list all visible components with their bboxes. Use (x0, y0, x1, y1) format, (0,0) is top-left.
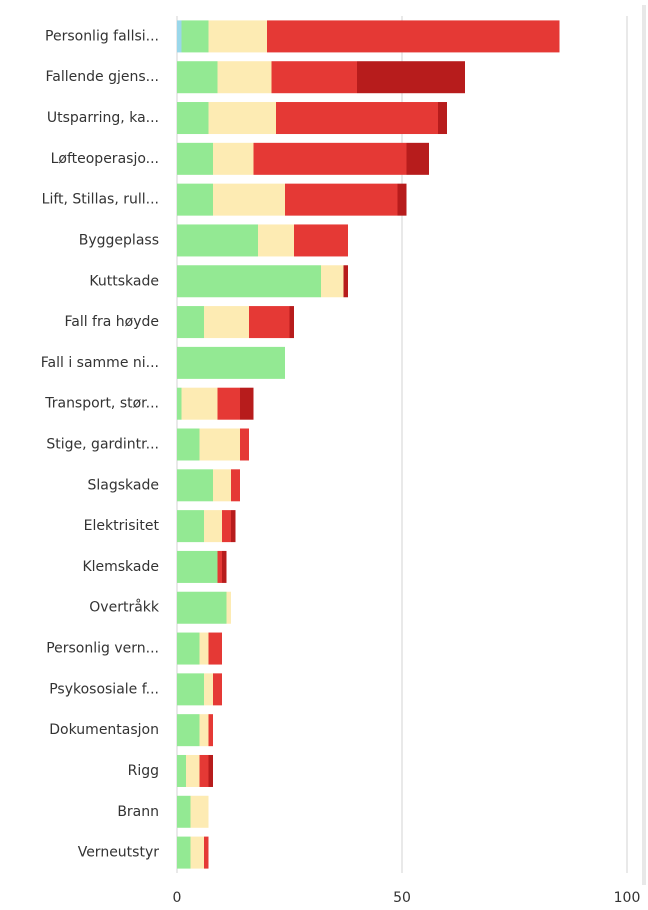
bar-segment (222, 550, 227, 583)
y-tick-label: Utsparring, ka... (47, 110, 159, 126)
bar-segment (177, 265, 321, 298)
bar-segment (213, 673, 222, 706)
bar-segment (190, 795, 209, 828)
bar-segment (343, 265, 348, 298)
bar-segment (285, 183, 398, 216)
bar-segment (190, 836, 204, 869)
bar-segment (438, 102, 447, 135)
bar-segment (208, 714, 213, 747)
bar-segment (208, 632, 222, 665)
bar-segment (199, 754, 209, 787)
bar-segment (177, 754, 186, 787)
bar-segment (258, 224, 294, 257)
bar-segment (204, 836, 209, 869)
y-tick-label: Personlig fallsi... (45, 28, 159, 44)
y-tick-label: Transport, stør... (44, 396, 159, 412)
bar-segment (208, 20, 267, 53)
bar-segment (213, 183, 285, 216)
y-tick-label: Lift, Stillas, rull... (42, 192, 159, 208)
bar-segment (213, 142, 254, 175)
bar-segment (231, 510, 236, 543)
y-tick-label: Klemskade (82, 559, 159, 575)
x-tick-label: 50 (393, 890, 411, 906)
y-tick-label: Stige, gardintr... (46, 437, 159, 453)
y-tick-label: Overtråkk (89, 599, 160, 616)
bar-segment (177, 714, 200, 747)
y-tick-label: Løfteoperasjo... (51, 151, 159, 167)
y-tick-label: Brann (117, 804, 159, 820)
bar-segment (177, 795, 191, 828)
bar-segment (177, 836, 191, 869)
y-tick-label: Fallende gjens... (46, 69, 159, 85)
bar-segment (199, 632, 209, 665)
bar-segment (177, 346, 285, 379)
bar-segment (177, 469, 213, 502)
bar-segment (240, 428, 249, 461)
bar-segment (240, 387, 254, 420)
bar-segment (208, 102, 276, 135)
bar-segment (177, 591, 227, 624)
bar-segment (199, 428, 240, 461)
bar-segment (204, 306, 249, 339)
bar-segment (217, 61, 272, 94)
bar-segment (177, 428, 200, 461)
bar-segment (397, 183, 407, 216)
bar-segment (267, 20, 560, 53)
y-tick-label: Verneutstyr (78, 845, 160, 861)
y-tick-label: Psykososiale f... (49, 681, 159, 697)
bar-segment (208, 754, 213, 787)
bar-segment (199, 714, 209, 747)
bar-segment (321, 265, 344, 298)
bar-segment (177, 510, 204, 543)
bar-segment (177, 102, 209, 135)
bar-segment (177, 550, 218, 583)
bar-segment (406, 142, 429, 175)
bar-segment (276, 102, 438, 135)
bar-segment (213, 469, 231, 502)
y-tick-label: Dokumentasjon (49, 722, 159, 738)
bar-segment (253, 142, 407, 175)
bar-segment (181, 387, 218, 420)
bar-segment (226, 591, 231, 624)
y-tick-label: Slagskade (88, 477, 159, 493)
y-tick-label: Fall i samme ni... (41, 355, 159, 371)
bar-segment (294, 224, 348, 257)
x-tick-label: 0 (173, 890, 182, 906)
y-tick-label: Kuttskade (89, 273, 159, 289)
y-tick-label: Byggeplass (79, 232, 159, 248)
bar-segment (177, 224, 258, 257)
bar-segment (357, 61, 465, 94)
scrollbar[interactable] (642, 5, 646, 885)
bar-segment (231, 469, 240, 502)
bar-segment (271, 61, 357, 94)
bar-segment (249, 306, 290, 339)
bar-segment (177, 673, 204, 706)
bar-segment (217, 387, 240, 420)
bar-segment (177, 387, 182, 420)
y-tick-label: Personlig vern... (46, 641, 159, 657)
y-tick-label: Elektrisitet (84, 518, 160, 534)
bar-segment (177, 183, 213, 216)
bar-segment (217, 550, 222, 583)
bar-segment (177, 632, 200, 665)
bar-segment (177, 61, 218, 94)
bar-segment (186, 754, 200, 787)
y-tick-label: Rigg (128, 763, 159, 779)
bar-segment (177, 306, 204, 339)
x-tick-label: 100 (614, 890, 641, 906)
y-tick-label: Fall fra høyde (64, 314, 159, 330)
bar-segment (177, 20, 182, 53)
bar-segment (289, 306, 294, 339)
bar-segment (222, 510, 231, 543)
bar-segment (204, 673, 213, 706)
bar-segment (177, 142, 213, 175)
bar-segment (204, 510, 222, 543)
bar-segment (181, 20, 209, 53)
